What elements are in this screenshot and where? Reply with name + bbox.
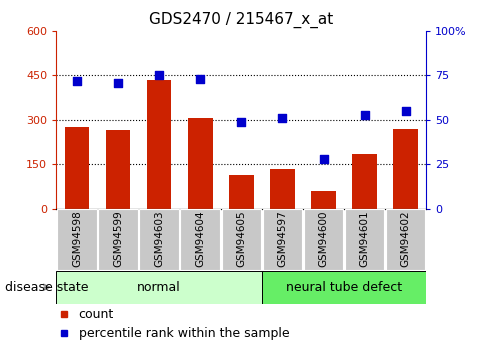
Bar [304,209,343,270]
Bar [98,209,138,270]
Bar [106,130,130,209]
Text: normal: normal [137,281,181,294]
Bar [57,209,97,270]
Bar [147,80,172,209]
Bar [311,191,336,209]
Bar [262,271,426,304]
Title: GDS2470 / 215467_x_at: GDS2470 / 215467_x_at [149,12,334,28]
Text: GSM94605: GSM94605 [236,210,246,267]
Text: neural tube defect: neural tube defect [286,281,402,294]
Point [114,80,122,85]
Point [155,73,163,78]
Text: disease state: disease state [5,281,88,294]
Point [278,115,286,121]
Bar [188,118,213,209]
Point [319,156,327,162]
Text: GSM94598: GSM94598 [72,210,82,267]
Bar [270,169,295,209]
Point [361,112,368,117]
Bar [221,209,261,270]
Bar [345,209,384,270]
Bar [180,209,220,270]
Bar [139,209,179,270]
Point [402,108,410,114]
Bar [229,175,254,209]
Text: GSM94599: GSM94599 [113,210,123,267]
Bar [393,129,418,209]
Point [238,119,245,125]
Point [196,76,204,82]
Bar [65,127,89,209]
Text: percentile rank within the sample: percentile rank within the sample [78,327,289,340]
Bar [56,271,262,304]
Text: GSM94600: GSM94600 [318,210,328,267]
Bar [352,154,377,209]
Text: GSM94597: GSM94597 [277,210,288,267]
Text: GSM94603: GSM94603 [154,210,164,267]
Text: GSM94604: GSM94604 [195,210,205,267]
Text: GSM94602: GSM94602 [401,210,411,267]
Text: GSM94601: GSM94601 [360,210,369,267]
Bar [263,209,302,270]
Point [73,78,81,83]
Text: count: count [78,308,114,321]
Bar [386,209,425,270]
